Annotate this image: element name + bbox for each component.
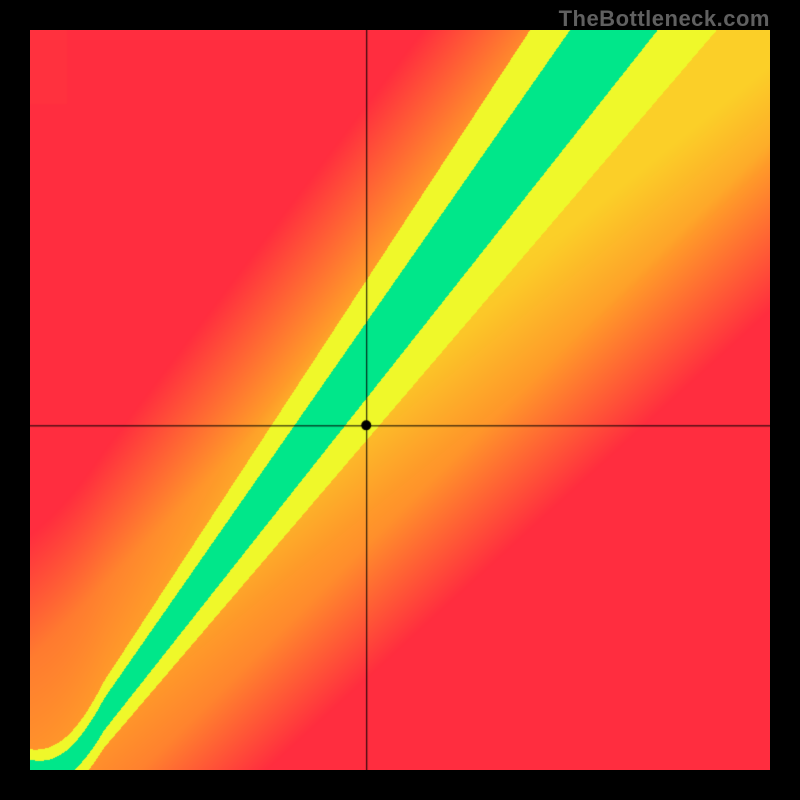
- chart-container: TheBottleneck.com: [0, 0, 800, 800]
- plot-frame: [30, 30, 770, 770]
- watermark-text: TheBottleneck.com: [559, 6, 770, 32]
- bottleneck-heatmap: [30, 30, 770, 770]
